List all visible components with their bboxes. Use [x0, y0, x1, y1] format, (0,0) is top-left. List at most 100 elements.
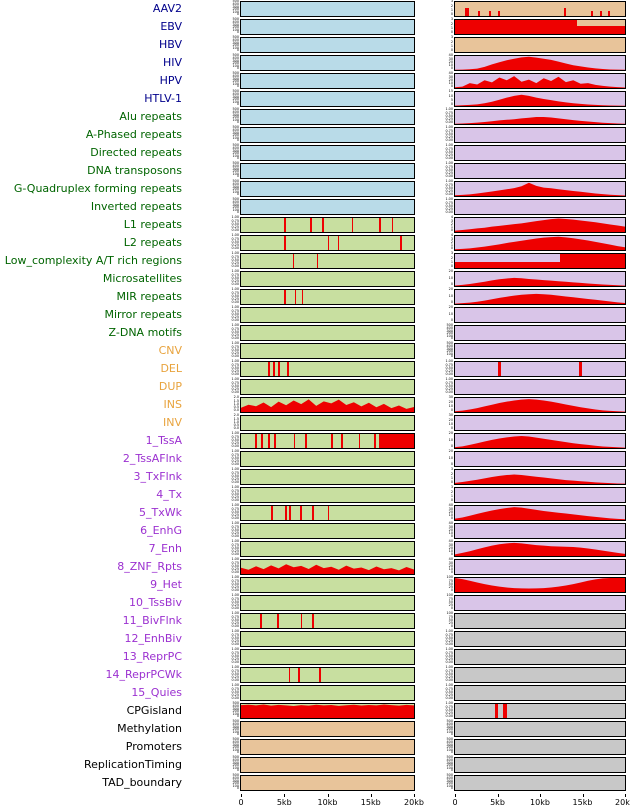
track-bar: [285, 506, 287, 520]
track-bar: [579, 362, 582, 376]
axis-tick-labels: 30 20 10 0: [448, 413, 453, 431]
track-panel-right: [454, 145, 626, 161]
track-panel-right: [454, 217, 626, 233]
track-bar: [563, 8, 566, 16]
track-label: 14_ReprPCWk: [105, 668, 182, 681]
track-row: HTLV-1 500 400 300 200 100 0 15 10 5 0: [0, 89, 630, 108]
track-bar: [351, 218, 354, 232]
track-row: Inverted repeats 500 400 300 200 100 0 1.00 0.75…: [0, 197, 630, 216]
track-row: DUP 1.00 0.75 0.50 0.25 0.00 1.00 0.75 0.50 0.25 0…: [0, 377, 630, 396]
track-bar: [465, 8, 469, 16]
track-panel-right: [454, 127, 626, 143]
track-label: Low_complexity A/T rich regions: [4, 254, 182, 267]
track-bar: [591, 11, 594, 16]
track-row: INV 2.0 1.5 1.0 0.5 0.0 30 20 10 0: [0, 413, 630, 432]
track-panel-left: [240, 577, 415, 593]
track-bar: [379, 218, 381, 232]
track-panel-right: [454, 73, 626, 89]
track-bar: [374, 434, 376, 448]
track-panel-right: [454, 469, 626, 485]
axis-tick-labels: 500 400 300 200 100 0: [232, 755, 239, 773]
track-panel-left: [240, 145, 415, 161]
axis-tick-labels: 1.00 0.75 0.50 0.25 0.00: [231, 557, 239, 575]
track-panel-right: [454, 775, 626, 791]
track-bar: [299, 506, 302, 520]
track-label: EBV: [160, 20, 182, 33]
track-panel-right: [454, 55, 626, 71]
axis-tick-labels: 1.00 0.75 0.50 0.25 0.00: [231, 323, 239, 341]
track-bar: [322, 218, 324, 232]
axis-tick-labels: 40 30 20 10 0: [448, 503, 453, 521]
track-panel-left: [240, 199, 415, 215]
track-panel-left: [240, 703, 415, 719]
track-row: HPV 500 400 300 200 100 0 40 30 20 10 0: [0, 71, 630, 90]
track-panel-right: [454, 379, 626, 395]
track-panel-right: [454, 451, 626, 467]
axis-tick-labels: 1.00 0.75 0.50 0.25 0.00: [445, 629, 453, 647]
track-label: DUP: [158, 380, 182, 393]
track-panel-left: [240, 595, 415, 611]
axis-tick-labels: 500 400 300 200 100 0: [446, 755, 453, 773]
track-label: 6_EnhG: [140, 524, 182, 537]
track-row: Microsatellites 1.00 0.75 0.50 0.25 0.00 20 10 0: [0, 269, 630, 288]
track-label: 9_Het: [150, 578, 182, 591]
track-panel-right: [454, 19, 626, 35]
track-label: 13_ReprPC: [122, 650, 182, 663]
axis-tick-labels: 500 400 300 200 100 0: [232, 143, 239, 161]
track-label: 10_TssBiv: [129, 596, 182, 609]
track-panel-right: [454, 649, 626, 665]
track-label: HIV: [162, 56, 182, 69]
x-axis-left: 0 5kb 10kb 15kb 20kb: [238, 794, 424, 810]
track-row: 2_TssAFlnk 1.00 0.75 0.50 0.25 0.00 20 10 0: [0, 449, 630, 468]
axis-tick-labels: 500 400 300 200 100 0: [232, 161, 239, 179]
track-bar: [273, 362, 276, 376]
track-label: TAD_boundary: [102, 776, 182, 789]
track-row: 6_EnhG 1.00 0.75 0.50 0.25 0.00 40 30 20 10 0: [0, 521, 630, 540]
track-label: CNV: [158, 344, 182, 357]
axis-tick-labels: 1.00 0.75 0.50 0.25 0.00: [231, 593, 239, 611]
track-row: 3_TxFlnk 1.00 0.75 0.50 0.25 0.00 3 2 1 0: [0, 467, 630, 486]
axis-tick-labels: 1.00 0.75 0.50 0.25 0.00: [231, 575, 239, 593]
track-panel-left: [240, 397, 415, 413]
track-panel-left: [240, 379, 415, 395]
track-panel-left: [240, 721, 415, 737]
axis-tick-labels: 500 400 300 200 100 0: [232, 719, 239, 737]
axis-tick-labels: 1.00 0.75 0.50 0.25 0.00: [231, 449, 239, 467]
track-row: 12_EnhBiv 1.00 0.75 0.50 0.25 0.00 1.00 0.75 0.5…: [0, 629, 630, 648]
axis-tick-labels: 500 400 300 200 100 0: [446, 323, 453, 341]
track-bar: [284, 290, 286, 304]
track-bar: [277, 614, 280, 628]
track-label: DNA transposons: [87, 164, 182, 177]
track-label: 1_TssA: [145, 434, 182, 447]
track-panel-left: [240, 487, 415, 503]
track-bar: [577, 26, 625, 34]
axis-tick-labels: 500 400 300 200 100 0: [232, 71, 239, 89]
track-panel-right: [454, 181, 626, 197]
track-panel-right: [454, 235, 626, 251]
track-panel-right: [454, 91, 626, 107]
axis-tick-labels: 20 10 0: [448, 305, 453, 323]
track-panel-left: [240, 127, 415, 143]
axis-tick-labels: 40 30 20 10 0: [448, 539, 453, 557]
track-panel-right: [454, 307, 626, 323]
track-bar: [300, 614, 303, 628]
track-row: CNV 1.00 0.75 0.50 0.25 0.00 500 400 300 200 100 0: [0, 341, 630, 360]
axis-tick-labels: 1.00 0.75 0.50 0.25 0.00: [231, 521, 239, 539]
axis-tick-labels: 1.00 0.75 0.50 0.25 0.00: [231, 467, 239, 485]
track-row: Alu repeats 500 400 300 200 100 0 1.00 0.75 0.50 0…: [0, 107, 630, 126]
track-panel-left: [240, 19, 415, 35]
track-bar: [600, 11, 603, 16]
axis-tick-labels: 1.00 0.75 0.50 0.25 0.00: [445, 377, 453, 395]
track-bar: [286, 362, 289, 376]
axis-tick-labels: 1.00 0.75 0.50 0.25 0.00: [445, 107, 453, 125]
axis-tick-labels: 2.0 1.5 1.0 0.5 0.0: [233, 395, 239, 413]
track-bar: [271, 506, 273, 520]
track-bar: [267, 362, 270, 376]
track-panel-left: [240, 451, 415, 467]
track-label: 12_EnhBiv: [124, 632, 182, 645]
axis-tick-labels: 500 400 300 200 100 0: [232, 17, 239, 35]
track-panel-left: [240, 55, 415, 71]
axis-tick-labels: 1.00 0.75 0.50 0.25 0.00: [231, 215, 239, 233]
